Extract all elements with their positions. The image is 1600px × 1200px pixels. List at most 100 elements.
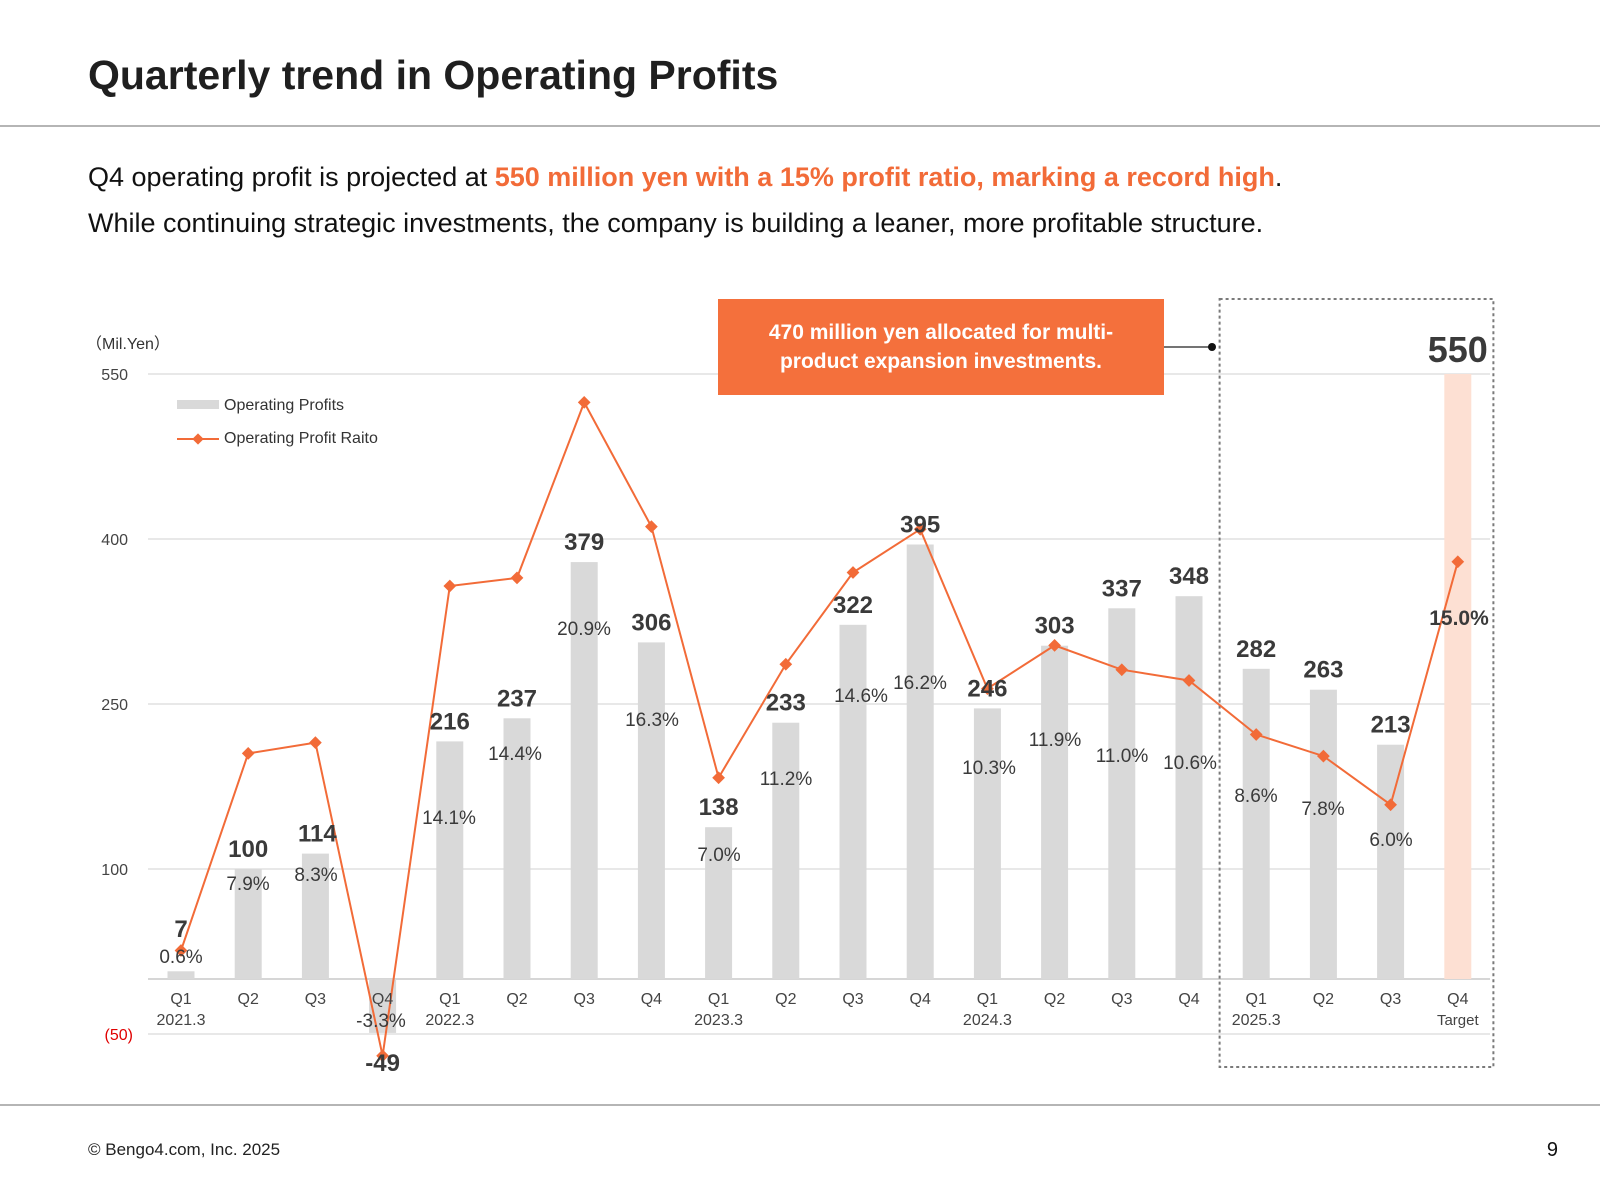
target-ratio-label: 15.0% xyxy=(1429,607,1489,630)
x-fiscal-year-label: 2021.3 xyxy=(157,1012,206,1029)
bar-value-label: 395 xyxy=(900,512,940,539)
lead-suffix: . xyxy=(1274,162,1283,192)
lead-line-2: While continuing strategic investments, … xyxy=(88,208,1264,238)
bar-value-label: 322 xyxy=(833,592,873,619)
x-quarter-label: Q1 xyxy=(708,991,729,1008)
bar-value-label: 379 xyxy=(564,529,604,556)
profit-bar xyxy=(167,971,195,979)
legend-line-label: Operating Profit Raito xyxy=(224,430,378,447)
ratio-label: 16.3% xyxy=(625,710,679,731)
x-quarter-label: Q4 xyxy=(1178,991,1199,1008)
x-quarter-label: Q3 xyxy=(842,991,863,1008)
ratio-label: 10.3% xyxy=(962,758,1016,779)
copyright: © Bengo4.com, Inc. 2025 xyxy=(88,1140,281,1159)
bar-value-label: 303 xyxy=(1035,613,1075,640)
ratio-marker xyxy=(510,571,524,585)
operating-profit-chart: 550 400 250 100 (50) （Mil.Yen） Operating Profi… xyxy=(86,298,1495,1077)
ratio-label: 14.6% xyxy=(834,686,888,707)
profit-bar xyxy=(973,708,1001,979)
callout-connector-dot xyxy=(1208,343,1216,351)
profit-bar xyxy=(772,722,800,979)
x-quarter-label: Q3 xyxy=(574,991,595,1008)
y-tick-label: 100 xyxy=(101,862,128,879)
profit-bar xyxy=(1041,645,1069,979)
bar-value-label: 282 xyxy=(1236,636,1276,663)
y-tick-label: 550 xyxy=(101,367,128,384)
x-fiscal-year-label: Target xyxy=(1437,1012,1480,1029)
x-quarter-label: Q2 xyxy=(506,991,527,1008)
lead-prefix: Q4 operating profit is projected at xyxy=(88,162,495,192)
profit-bar xyxy=(705,827,733,979)
x-quarter-label: Q3 xyxy=(1111,991,1132,1008)
ratio-label: 8.3% xyxy=(294,865,337,886)
ratio-label: 20.9% xyxy=(557,619,611,640)
ratio-marker xyxy=(443,579,457,593)
profit-bar xyxy=(1242,668,1270,979)
ratio-label: 7.0% xyxy=(697,845,740,866)
x-quarter-label: Q1 xyxy=(977,991,998,1008)
bar-value-label: 100 xyxy=(228,836,268,863)
ratio-marker xyxy=(712,771,725,785)
x-fiscal-year-label: 2025.3 xyxy=(1232,1012,1281,1029)
ratio-label: 7.9% xyxy=(226,874,269,895)
profit-bar xyxy=(436,741,464,979)
x-fiscal-year-label: 2023.3 xyxy=(694,1012,743,1029)
header-divider xyxy=(0,125,1600,127)
ratio-label: 14.1% xyxy=(422,808,476,829)
page-number: 9 xyxy=(1546,1139,1558,1161)
profit-bar xyxy=(839,624,867,979)
bar-value-label: 138 xyxy=(699,794,739,821)
ratio-label: 6.0% xyxy=(1369,830,1412,851)
profit-bar xyxy=(637,642,665,979)
x-quarter-label: Q2 xyxy=(1313,991,1334,1008)
x-quarter-label: Q3 xyxy=(305,991,326,1008)
bar-value-label: 216 xyxy=(430,708,470,735)
legend-bar-swatch xyxy=(177,400,219,409)
highlight-box xyxy=(1218,298,1495,1068)
bar-value-label: 213 xyxy=(1371,712,1411,739)
footer-divider xyxy=(0,1104,1600,1106)
x-quarter-label: Q4 xyxy=(641,991,662,1008)
legend-bar-label: Operating Profits xyxy=(224,397,344,414)
ratio-label: 7.8% xyxy=(1301,799,1344,820)
bar-value-label: 246 xyxy=(967,675,1007,702)
bar-value-label: 7 xyxy=(174,916,187,943)
bar-value-label: 306 xyxy=(631,609,671,636)
ratio-label: 16.2% xyxy=(893,673,947,694)
legend-line-marker xyxy=(192,433,204,445)
bar-value-label: 337 xyxy=(1102,575,1142,602)
profit-bar xyxy=(1377,744,1405,979)
profit-bar xyxy=(301,853,329,979)
target-value-label: 550 xyxy=(1428,329,1488,370)
ratio-label: 8.6% xyxy=(1234,786,1277,807)
x-quarter-label: Q1 xyxy=(1246,991,1267,1008)
bar-value-label: 237 xyxy=(497,685,537,712)
y-tick-label: (50) xyxy=(105,1027,133,1044)
x-quarter-label: Q3 xyxy=(1380,991,1401,1008)
ratio-label: 11.9% xyxy=(1029,730,1082,751)
x-fiscal-year-label: 2024.3 xyxy=(963,1012,1012,1029)
bar-value-label: 348 xyxy=(1169,563,1209,590)
x-quarter-label: Q4 xyxy=(1447,991,1468,1008)
ratio-label: 10.6% xyxy=(1163,753,1217,774)
profit-bar xyxy=(503,718,531,979)
profit-bar xyxy=(906,544,934,979)
bar-value-label: 263 xyxy=(1303,657,1343,684)
profit-bar xyxy=(570,562,598,979)
y-tick-label: 400 xyxy=(101,532,128,549)
x-quarter-label: Q2 xyxy=(775,991,796,1008)
profit-bar xyxy=(1175,596,1203,979)
ratio-line xyxy=(180,400,1459,1057)
y-unit-label: （Mil.Yen） xyxy=(86,335,170,353)
ratio-label: 11.2% xyxy=(760,769,813,790)
ratio-label: 11.0% xyxy=(1096,746,1149,767)
ratio-marker xyxy=(645,520,658,533)
x-fiscal-year-label: 2022.3 xyxy=(425,1012,474,1029)
x-quarter-label: Q1 xyxy=(439,991,460,1008)
y-tick-label: 250 xyxy=(101,697,128,714)
bar-value-label: 114 xyxy=(298,821,337,848)
target-bar xyxy=(1444,374,1472,979)
page-title: Quarterly trend in Operating Profits xyxy=(88,52,779,98)
ratio-label: 0.6% xyxy=(159,947,202,968)
x-quarter-label: Q2 xyxy=(1044,991,1065,1008)
